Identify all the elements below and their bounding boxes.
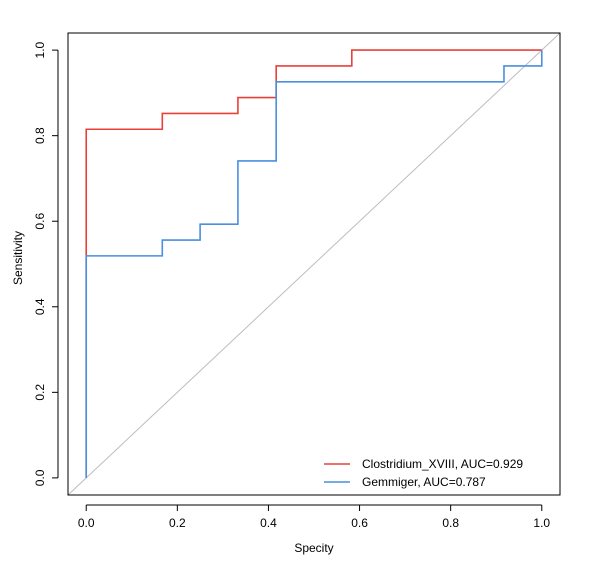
y-tick-label: 0.6 — [33, 213, 47, 230]
legend-label-1: Clostridium_XVIII, AUC=0.929 — [362, 457, 523, 471]
y-tick-label: 0.0 — [33, 469, 47, 486]
y-tick-label: 0.8 — [33, 127, 47, 144]
x-tick-label: 0.2 — [169, 516, 186, 530]
y-tick-label: 0.4 — [33, 298, 47, 315]
y-axis-label: Sensitivity — [11, 231, 25, 285]
x-tick-label: 0.4 — [260, 516, 277, 530]
x-tick-label: 0.6 — [351, 516, 368, 530]
x-axis-label: Specity — [294, 541, 333, 555]
x-tick-label: 0.0 — [78, 516, 95, 530]
series-line-1 — [85, 49, 542, 478]
legend-label-2: Gemmiger, AUC=0.787 — [362, 475, 486, 489]
x-tick-label: 0.8 — [442, 516, 459, 530]
plot-frame — [67, 32, 561, 496]
y-tick-label: 0.2 — [33, 384, 47, 401]
diagonal-reference-line — [67, 32, 561, 496]
series-line-2 — [85, 50, 543, 478]
y-tick-label: 1.0 — [33, 41, 47, 58]
x-tick-label: 1.0 — [533, 516, 550, 530]
